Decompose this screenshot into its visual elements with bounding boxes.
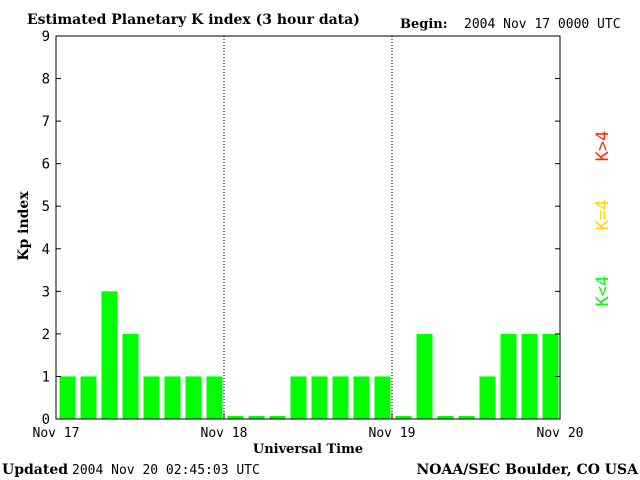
y-axis-label: Kp index [16,191,32,261]
kp-bar [458,416,475,419]
y-tick-label: 8 [42,72,50,88]
plot-frame [55,35,561,420]
y-tick-label: 7 [42,114,50,130]
kp-bar [500,333,517,419]
kp-bar [416,333,433,419]
x-tick-label: Nov 20 [537,426,584,441]
kp-bar [248,416,265,419]
y-tick-label: 1 [42,369,50,385]
y-tick-label: 9 [42,29,50,45]
legend-item: K<4 [593,276,613,307]
y-tick-label: 0 [42,412,50,428]
updated-value: 2004 Nov 20 02:45:03 UTC [72,463,260,478]
plot-area: 0 1 2 3 4 5 6 7 8 9 Nov 17 Nov 18 Nov 19 Nov 20 [33,29,584,441]
kp-bar [332,376,349,419]
y-tick-label: 6 [42,157,50,173]
kp-bar [374,376,391,419]
kp-bar [290,376,307,419]
y-tick-label: 3 [42,284,50,300]
kp-bar [479,376,496,419]
kp-bar [122,333,139,419]
y-tick-label: 4 [42,242,50,258]
legend-item: K=4 [593,200,613,231]
legend-item: K>4 [593,131,613,162]
footer-credit: NOAA/SEC Boulder, CO USA [417,462,640,478]
y-tick-label: 2 [42,327,50,343]
kp-bar [353,376,370,419]
kp-bar [101,291,118,419]
legend: K<4 K=4 K>4 [593,131,613,307]
kp-bar [59,376,76,419]
begin-label: Begin: [400,17,448,32]
begin-value: 2004 Nov 17 0000 UTC [464,17,621,32]
x-tick-label: Nov 19 [369,426,416,441]
kp-bar [227,416,244,419]
kp-bar [521,333,538,419]
x-tick-label: Nov 17 [33,426,80,441]
updated-label: Updated [2,462,68,478]
kp-bar [311,376,328,419]
kp-bar [542,333,559,419]
kp-bar [269,416,286,419]
x-tick-label: Nov 18 [201,426,248,441]
kp-bar [185,376,202,419]
y-tick-label: 5 [42,199,50,215]
chart-title: Estimated Planetary K index (3 hour data… [27,12,360,28]
kp-bar [437,416,454,419]
kp-bar [80,376,97,419]
kp-bar [206,376,223,419]
kp-bar [164,376,181,419]
x-axis-label: Universal Time [253,442,363,457]
kp-bar [395,416,412,419]
kp-bar [143,376,160,419]
